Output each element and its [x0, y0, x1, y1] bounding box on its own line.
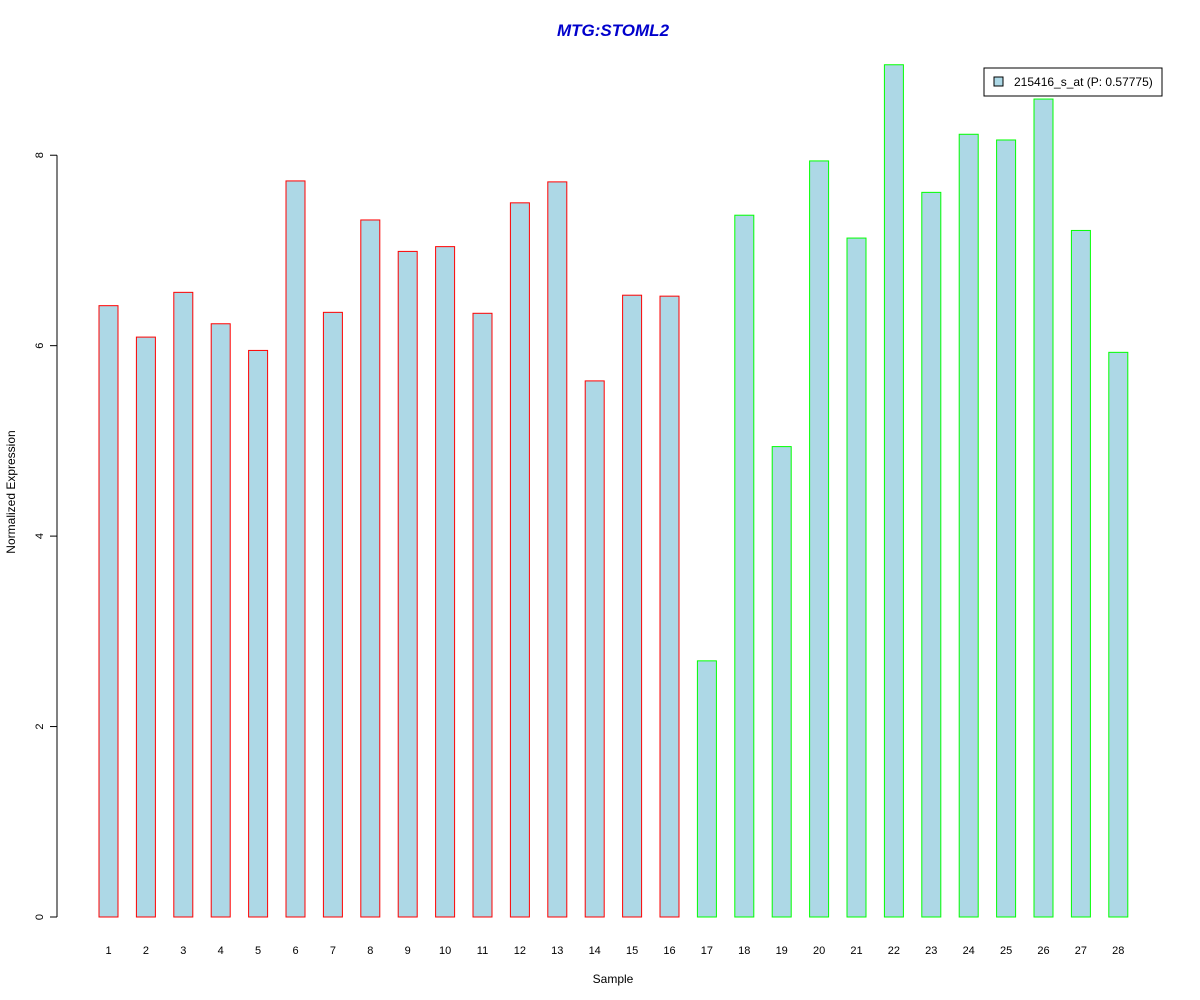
bar-sample-3: [173, 291, 194, 918]
x-tick-label: 10: [439, 945, 451, 957]
bar-sample-23: [921, 191, 942, 918]
x-tick-label: 14: [589, 945, 601, 957]
y-tick-label: 8: [34, 152, 46, 158]
bar-sample-7: [322, 311, 343, 918]
x-tick-label: 2: [143, 945, 149, 957]
x-tick-label: 20: [813, 945, 825, 957]
y-axis-label: Normalized Expression: [4, 430, 18, 553]
x-tick-label: 3: [180, 945, 186, 957]
x-tick-label: 27: [1075, 945, 1087, 957]
x-tick-label: 23: [925, 945, 937, 957]
x-tick-label: 28: [1112, 945, 1124, 957]
bar-sample-6: [285, 180, 306, 918]
chart-title: MTG:STOML2: [557, 21, 670, 40]
bar-sample-18: [734, 214, 755, 918]
x-tick-label: 21: [850, 945, 862, 957]
bar-sample-28: [1108, 351, 1129, 918]
bar-sample-16: [659, 295, 680, 918]
bar-sample-15: [622, 294, 643, 918]
legend-swatch: [993, 76, 1004, 87]
bar-sample-9: [397, 250, 418, 918]
y-tick-label: 4: [34, 533, 46, 539]
x-tick-label: 1: [105, 945, 111, 957]
legend: 215416_s_at (P: 0.57775): [983, 67, 1163, 97]
x-tick-label: 24: [963, 945, 975, 957]
y-tick-label: 2: [34, 723, 46, 729]
bar-sample-26: [1033, 98, 1054, 918]
x-tick-label: 22: [888, 945, 900, 957]
x-tick-label: 11: [477, 945, 488, 957]
x-tick-label: 13: [551, 945, 563, 957]
y-tick-label: 0: [34, 914, 46, 920]
x-tick-label: 7: [330, 945, 336, 957]
y-axis: 0 2 4 6 8: [34, 152, 58, 920]
bar-sample-22: [883, 64, 904, 918]
x-tick-label: 15: [626, 945, 638, 957]
bar-sample-2: [135, 336, 156, 918]
legend-box: [983, 67, 1163, 97]
x-tick-label: 25: [1000, 945, 1012, 957]
bars: [98, 64, 1129, 918]
x-tick-label: 12: [514, 945, 526, 957]
x-tick-label: 26: [1037, 945, 1049, 957]
x-tick-label: 6: [292, 945, 298, 957]
x-tick-label: 5: [255, 945, 261, 957]
bar-sample-12: [509, 202, 530, 918]
x-tick-labels: 1 2 3 4 5 6 7 8 9 10 11 12 13 14 15 16 17 18 19 20 21 22 23 24 2…: [105, 945, 1124, 957]
x-tick-label: 9: [405, 945, 411, 957]
bar-sample-21: [846, 237, 867, 918]
x-axis-label: Sample: [593, 972, 634, 986]
x-tick-label: 19: [776, 945, 788, 957]
bar-sample-10: [435, 246, 456, 918]
x-tick-label: 17: [701, 945, 713, 957]
bar-sample-13: [547, 181, 568, 918]
bar-sample-8: [360, 219, 381, 918]
bar-sample-4: [210, 323, 231, 918]
bar-sample-27: [1070, 229, 1091, 918]
bar-sample-5: [248, 349, 269, 918]
bar-sample-11: [472, 312, 493, 918]
bar-sample-25: [996, 139, 1017, 918]
bar-sample-1: [98, 305, 119, 918]
x-tick-label: 18: [738, 945, 750, 957]
legend-entry: 215416_s_at (P: 0.57775): [1014, 75, 1153, 89]
bar-sample-24: [958, 133, 979, 918]
x-tick-label: 8: [367, 945, 373, 957]
bar-sample-17: [696, 660, 717, 918]
bar-sample-14: [584, 380, 605, 918]
bar-sample-19: [771, 446, 792, 918]
bar-sample-20: [809, 160, 830, 918]
x-tick-label: 16: [663, 945, 675, 957]
y-tick-label: 6: [34, 343, 46, 349]
x-tick-label: 4: [218, 945, 224, 957]
